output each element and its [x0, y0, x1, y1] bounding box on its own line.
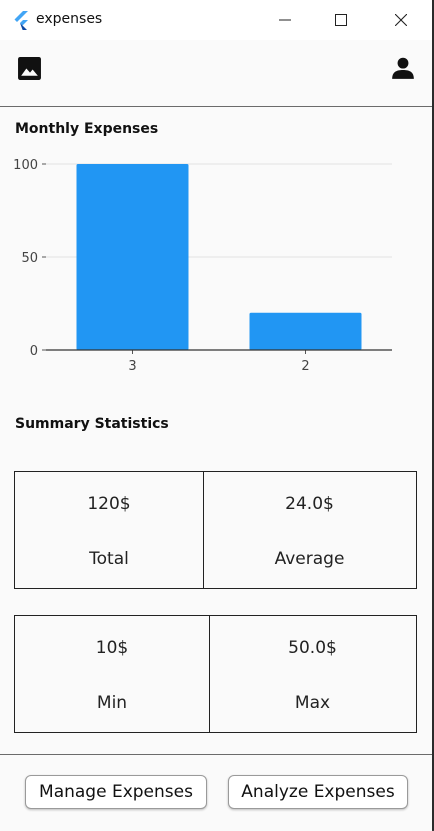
maximize-icon	[335, 14, 347, 26]
stat-total: 120$ Total	[15, 472, 204, 588]
bar-chart: 0 50 100 3 2	[0, 148, 432, 388]
stat-min-label: Min	[96, 693, 128, 713]
image-icon[interactable]	[17, 56, 42, 81]
window-title: expenses	[36, 11, 103, 27]
stat-max-label: Max	[294, 693, 331, 713]
summary-title: Summary Statistics	[15, 416, 169, 432]
close-button[interactable]	[372, 0, 430, 40]
close-icon	[395, 14, 407, 26]
maximize-button[interactable]	[312, 0, 370, 40]
app-bar	[0, 40, 432, 107]
stat-max-value: 50.0$	[288, 638, 337, 658]
stat-max: 50.0$ Max	[210, 616, 415, 732]
stats-row-min-max: 10$ Min 50.0$ Max	[14, 615, 417, 733]
minimize-button[interactable]	[256, 0, 314, 40]
stat-min: 10$ Min	[15, 616, 210, 732]
stat-total-label: Total	[89, 549, 129, 569]
x-tick-label: 2	[301, 359, 309, 374]
title-bar: expenses	[0, 0, 432, 41]
bottom-bar: Manage Expenses Analyze Expenses	[0, 754, 432, 831]
stat-average-label: Average	[274, 549, 345, 569]
stat-total-value: 120$	[87, 494, 131, 514]
stat-average: 24.0$ Average	[204, 472, 415, 588]
chart-title: Monthly Expenses	[15, 121, 159, 137]
x-tick-label: 3	[128, 359, 136, 374]
stats-row-total-average: 120$ Total 24.0$ Average	[14, 471, 417, 589]
stat-average-value: 24.0$	[285, 494, 334, 514]
person-icon[interactable]	[390, 55, 416, 81]
y-tick-label: 50	[21, 251, 38, 266]
y-tick-label: 0	[30, 344, 38, 359]
bar	[249, 312, 362, 350]
flutter-logo-icon	[14, 11, 28, 30]
minimize-icon	[279, 19, 291, 21]
stat-min-value: 10$	[95, 638, 129, 658]
y-tick-label: 100	[13, 158, 38, 173]
analyze-expenses-button[interactable]: Analyze Expenses	[228, 775, 408, 809]
manage-expenses-button[interactable]: Manage Expenses	[25, 775, 207, 809]
bar	[76, 164, 189, 350]
bar-chart-svg: 0 50 100 3 2	[13, 158, 392, 374]
